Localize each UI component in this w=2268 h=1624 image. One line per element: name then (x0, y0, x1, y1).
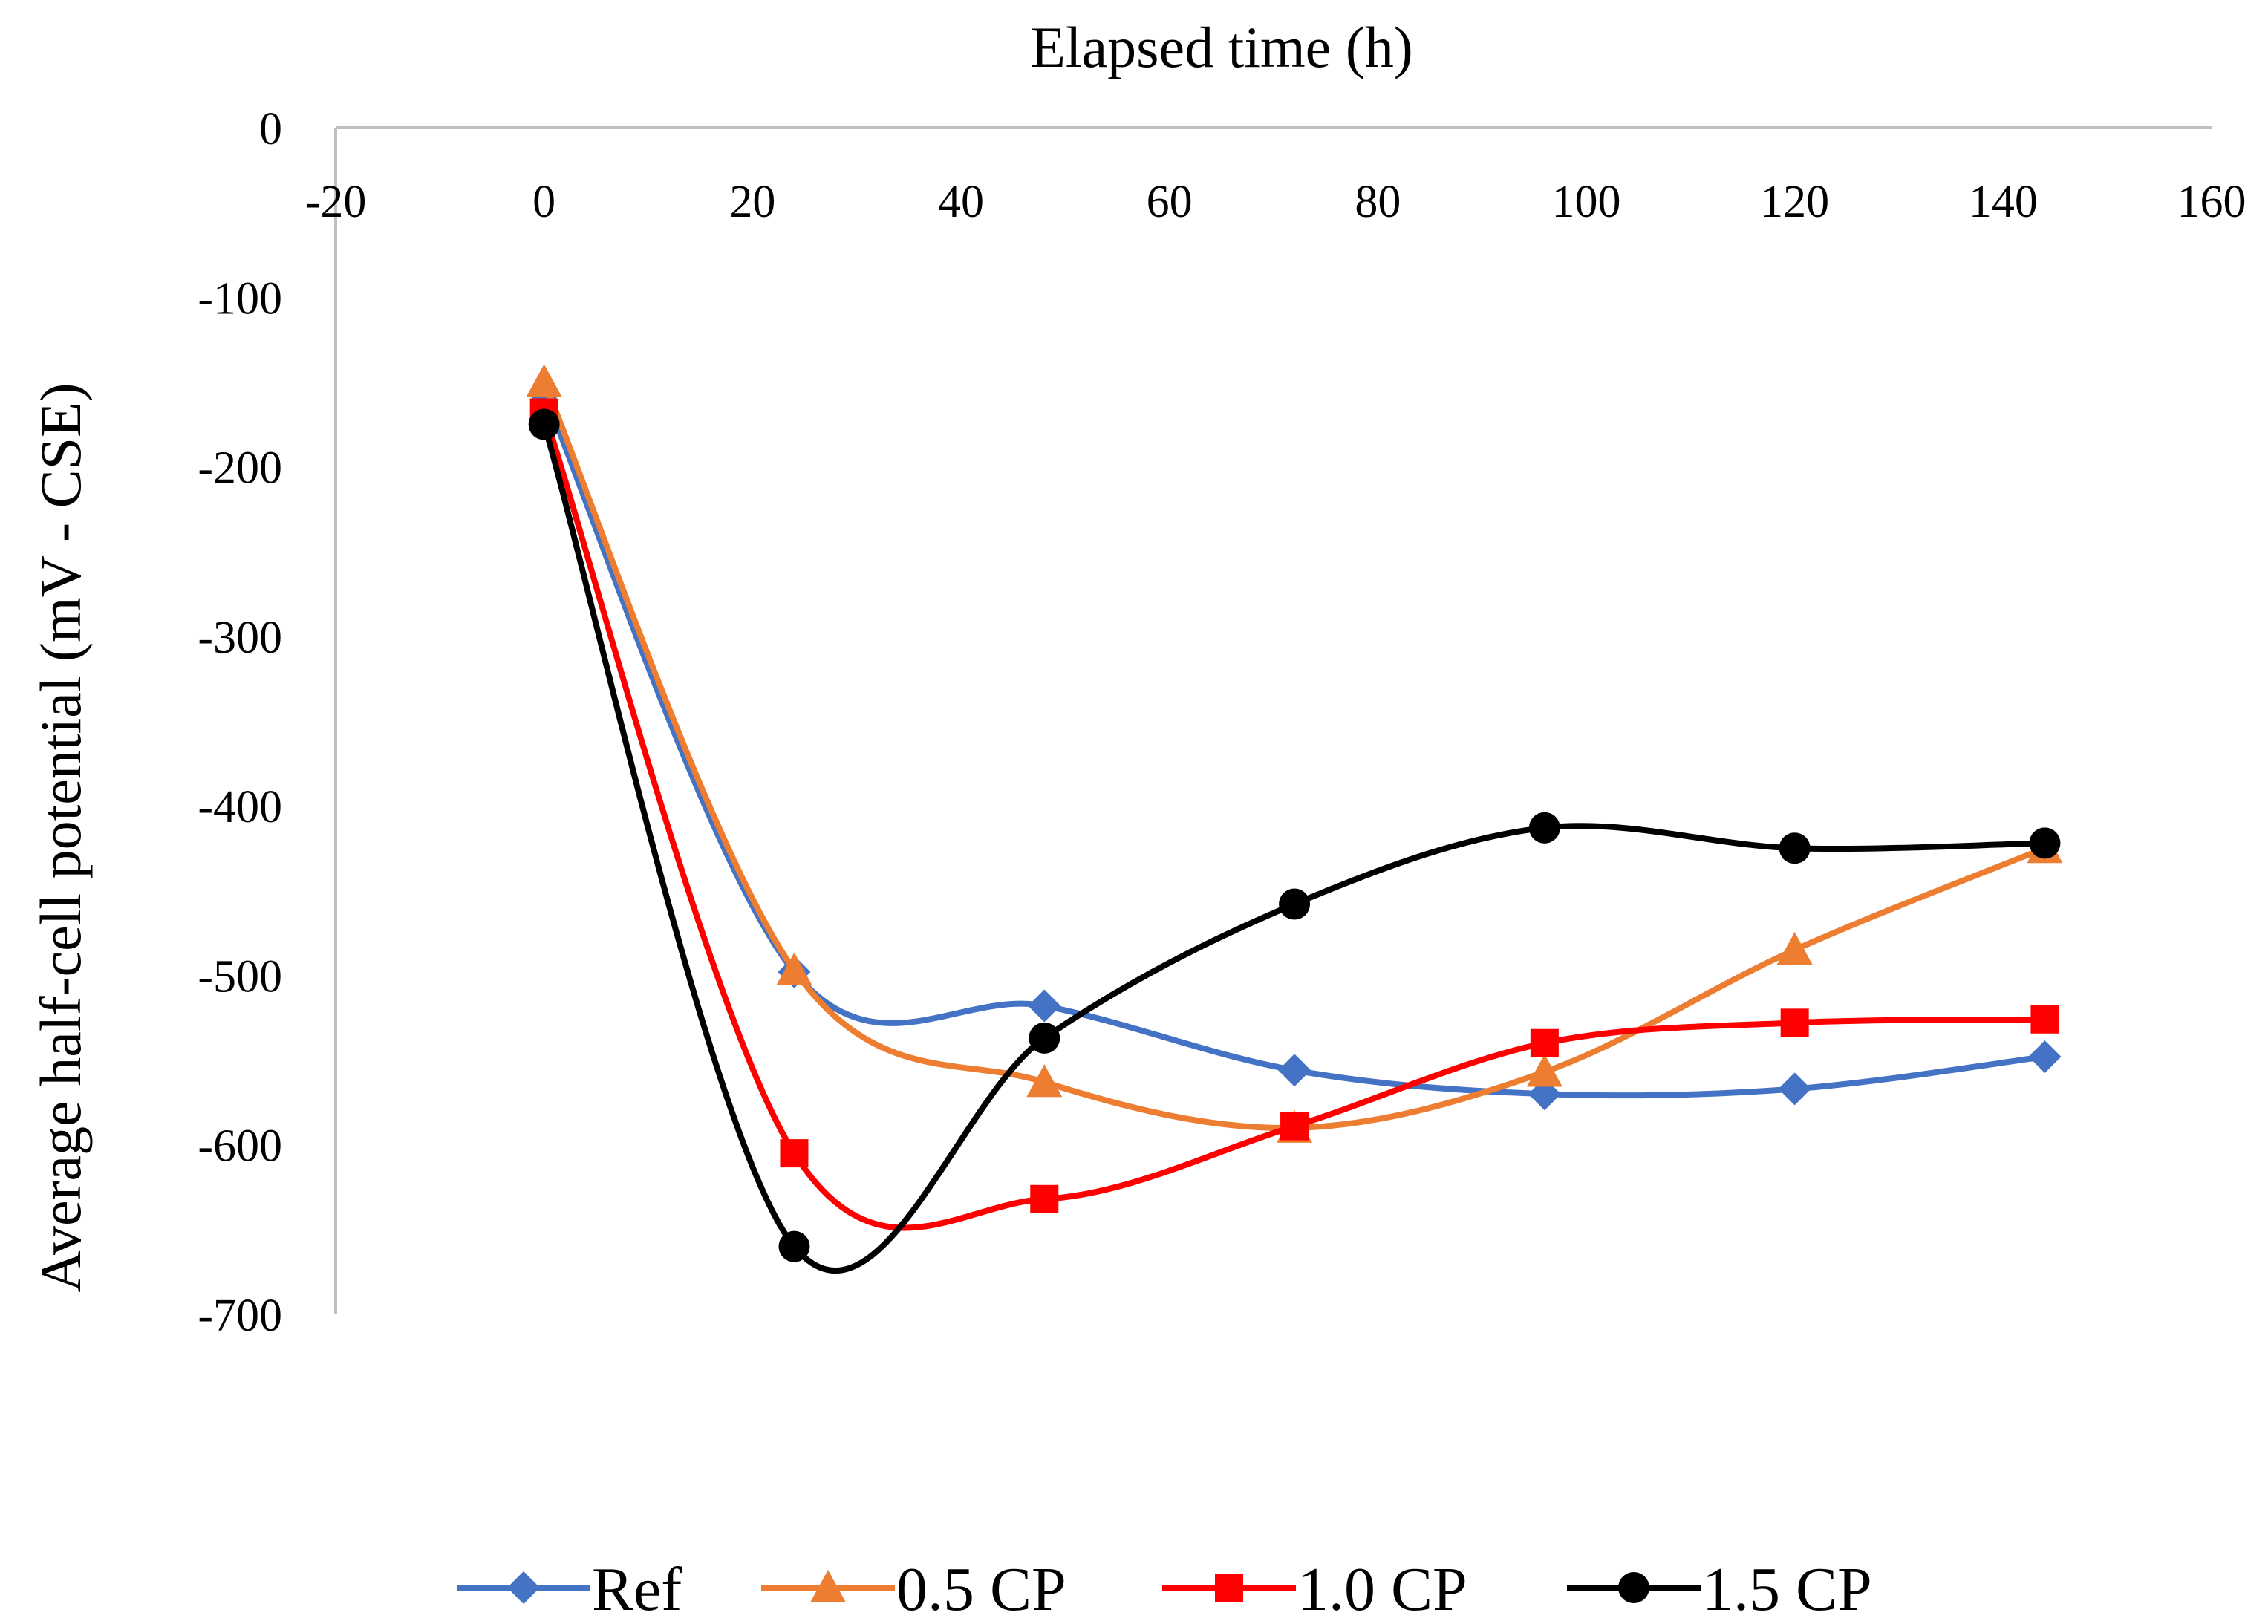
x-tick-label: 0 (532, 177, 555, 227)
data-point-1-5-cp (528, 408, 560, 440)
data-point-1-5-cp (1779, 832, 1811, 864)
legend-item-ref: Ref (457, 1555, 682, 1624)
data-point-ref (1778, 1072, 1811, 1106)
data-point-0-5-cp (1026, 1064, 1063, 1098)
legend-label: Ref (592, 1555, 682, 1624)
x-tick-label: 120 (1760, 177, 1829, 227)
y-tick-label: 0 (259, 104, 282, 154)
y-tick-label: -600 (198, 1121, 282, 1172)
x-tick-label: 20 (729, 177, 775, 227)
legend-item-1-5-cp: 1.5 CP (1567, 1555, 1872, 1624)
legend-marker (1215, 1574, 1243, 1602)
x-tick-label: 60 (1147, 177, 1193, 227)
data-point-0-5-cp (526, 364, 562, 397)
series-0-5-cp (526, 364, 2063, 1143)
data-point-ref (2028, 1040, 2062, 1074)
series-line-ref (541, 391, 2048, 1099)
x-tick-label: 140 (1969, 177, 2038, 227)
legend-label: 1.5 CP (1702, 1555, 1872, 1624)
data-point-0-5-cp (776, 952, 812, 985)
legend-marker (1618, 1572, 1649, 1603)
data-point-1-5-cp (778, 1230, 810, 1262)
data-point-1-0-cp (1780, 1008, 1809, 1037)
data-point-0-5-cp (1526, 1054, 1562, 1087)
data-point-1-5-cp (2029, 827, 2061, 859)
y-tick-label: -500 (198, 951, 282, 1002)
x-tick-label: 40 (938, 177, 984, 227)
series-1-0-cp (529, 398, 2059, 1231)
x-axis-title: Elapsed time (h) (1030, 15, 1413, 79)
data-point-1-5-cp (1279, 888, 1311, 920)
y-tick-label: -100 (198, 273, 282, 324)
legend-item-1-0-cp: 1.0 CP (1162, 1555, 1467, 1624)
axes (334, 126, 2212, 1314)
y-tick-label: -300 (198, 613, 282, 663)
legend-label: 0.5 CP (896, 1555, 1066, 1624)
series-line-0-5-cp (541, 379, 2048, 1131)
series-layer (526, 364, 2063, 1274)
y-tick-label: -700 (198, 1291, 282, 1341)
x-tick-label: 100 (1552, 177, 1621, 227)
series-line-1-5-cp (541, 421, 2048, 1274)
x-tick-label: -20 (305, 177, 367, 227)
data-point-1-5-cp (1029, 1022, 1060, 1054)
data-point-1-0-cp (1280, 1112, 1309, 1141)
legend-item-0-5-cp: 0.5 CP (761, 1555, 1066, 1624)
data-point-1-5-cp (1528, 812, 1560, 844)
series-1-5-cp (528, 408, 2061, 1274)
data-point-0-5-cp (1776, 932, 1813, 965)
tick-labels: -20 0 20 40 60 80 100 120 140 1600-100-200-300-40… (198, 104, 2246, 1341)
legend-marker (810, 1570, 846, 1602)
data-point-1-0-cp (780, 1139, 809, 1168)
data-point-ref (1028, 989, 1061, 1023)
data-point-1-0-cp (1030, 1184, 1059, 1213)
y-tick-label: -400 (198, 782, 282, 832)
y-tick-label: -200 (198, 443, 282, 494)
data-point-1-0-cp (2030, 1005, 2059, 1034)
legend-label: 1.0 CP (1297, 1555, 1467, 1624)
series-line-1-0-cp (541, 409, 2048, 1231)
data-point-1-0-cp (1530, 1028, 1559, 1057)
x-tick-label: 160 (2177, 177, 2246, 227)
y-axis-title: Average half-cell potential (mV - CSE) (28, 382, 93, 1292)
data-point-ref (1278, 1054, 1311, 1087)
legend-marker (507, 1571, 540, 1604)
legend: Ref 0.5 CP 1.0 CP 1.5 CP (457, 1555, 1872, 1624)
x-tick-label: 80 (1355, 177, 1401, 227)
series-ref (527, 377, 2062, 1111)
